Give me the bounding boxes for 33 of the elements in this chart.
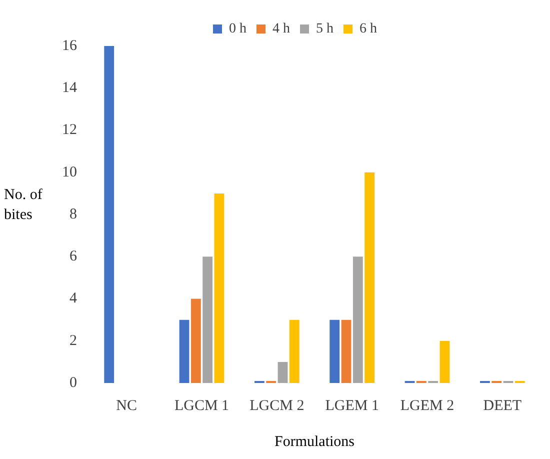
bar [364,172,375,383]
x-tick-label: LGCM 2 [250,398,304,414]
x-tick-label: DEET [483,398,522,414]
y-tick-label: 10 [62,164,77,180]
y-tick-label: 16 [62,38,78,54]
bar [202,256,213,383]
y-axis-title: No. of bites [4,186,44,225]
x-tick-label: LGEM 1 [325,398,379,414]
legend-label: 5 h [316,22,334,37]
legend-label: 0 h [229,22,246,37]
x-tick-label: LGCM 1 [174,398,230,414]
x-axis-title: Formulations [274,434,355,450]
bar [440,340,450,383]
bar [179,320,190,383]
bar [289,320,300,383]
bar [104,46,114,383]
y-tick-label: 8 [70,206,77,222]
y-tick-label: 0 [70,374,77,391]
x-tick-label: LGEM 2 [400,398,454,414]
bar [190,298,201,383]
bar [214,193,224,383]
bar [341,320,352,383]
y-tick-label: 2 [70,332,77,349]
bar [352,256,363,383]
y-tick-label: 6 [70,248,78,265]
y-tick-label: 14 [62,80,78,96]
bar [330,320,340,383]
legend-label: 6 h [360,22,377,37]
legend-label: 4 h [272,22,290,37]
y-tick-label: 4 [70,290,78,307]
x-tick-label: NC [116,398,138,414]
y-tick-label: 12 [62,122,77,138]
bar [278,362,288,383]
